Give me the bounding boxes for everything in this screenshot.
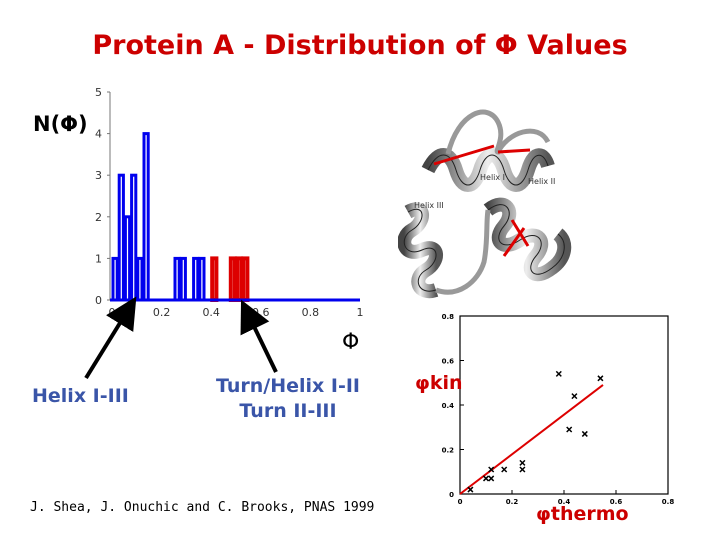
histogram-y-tick-label: 3 (95, 169, 102, 182)
histogram-x-tick-label: 0.4 (202, 306, 220, 319)
scatter-point-stroke (488, 475, 495, 482)
citation: J. Shea, J. Onuchic and C. Brooks, PNAS … (30, 500, 375, 515)
helix-2-label: Helix II (528, 177, 555, 186)
scatter-point (555, 370, 562, 377)
scatter-point (488, 466, 495, 473)
scatter-point-stroke (566, 426, 573, 433)
scatter-point (467, 486, 474, 493)
scatter-y-tick-label: 0.4 (442, 402, 455, 410)
scatter-fit-line (459, 384, 604, 495)
scatter-y-tick-label: 0.2 (442, 447, 455, 455)
protein-structure-image: Helix I Helix II Helix III (398, 109, 572, 299)
scatter-point-stroke (467, 486, 474, 493)
scatter-x-axis-label: φthermo (536, 503, 629, 525)
helix-1-3-label: Helix I-III (32, 385, 129, 407)
turn-helix-label-line2: Turn II-III (239, 400, 337, 422)
contact-line (433, 144, 495, 166)
scatter-point (566, 426, 573, 433)
arrow-left (84, 296, 137, 380)
arrow-right (240, 299, 278, 373)
histogram-y-tick-label: 5 (95, 86, 102, 99)
scatter-point (519, 466, 526, 473)
bottom-loop (435, 209, 491, 295)
slide-title: Protein A - Distribution of Φ Values (92, 30, 628, 61)
scatter-x-tick-label: 0.2 (506, 498, 519, 506)
helix-3-label: Helix III (414, 201, 444, 210)
scatter-x-tick-label: 0.8 (662, 498, 675, 506)
scatter-point (581, 430, 588, 437)
histogram-y-tick-label: 1 (95, 252, 102, 265)
scatter-y-tick-label: 0.8 (442, 313, 455, 321)
scatter-point-stroke (519, 466, 526, 473)
scatter-point-stroke (571, 393, 578, 400)
histogram-y-tick-label: 0 (95, 294, 102, 307)
scatter-y-axis-label: φkin (415, 372, 463, 394)
histogram-y-axis-label: N(Φ) (33, 112, 88, 136)
scatter-point (488, 475, 495, 482)
contact-line (510, 219, 530, 247)
helix-1-ribbon (421, 148, 555, 192)
scatter-point-stroke (488, 466, 495, 473)
scatter-point-stroke (555, 370, 562, 377)
histogram-y-tick-label: 4 (95, 128, 102, 141)
helix-1-label: Helix I (480, 173, 505, 182)
scatter-point (571, 393, 578, 400)
contact-line (497, 148, 531, 154)
scatter-point-stroke (581, 430, 588, 437)
turn-helix-label-line1: Turn/Helix I-II (215, 375, 360, 397)
scatter-x-tick-label: 0 (458, 498, 463, 506)
scatter-x-tick-label: 0.4 (558, 498, 571, 506)
scatter-point-stroke (482, 475, 490, 482)
histogram-x-tick-label: 0.2 (153, 306, 171, 319)
scatter-y-tick-label: 0.6 (442, 358, 455, 366)
scatter-point-stroke (597, 375, 604, 382)
scatter-point (482, 475, 490, 482)
scatter-point (501, 466, 508, 473)
histogram-x-tick-label: 1 (357, 306, 364, 319)
histogram-x-axis-label: Φ (342, 330, 360, 355)
turn-helix-label: Turn/Helix I-II Turn II-III (188, 374, 388, 424)
helix-3-ribbon (398, 202, 443, 299)
scatter-y-tick-label: 0 (449, 491, 454, 499)
scatter-point (519, 459, 526, 466)
scatter-frame (459, 315, 669, 495)
scatter-point (597, 375, 604, 382)
top-loop (445, 109, 551, 155)
scatter-x-tick-label: 0.6 (610, 498, 623, 506)
scatter-point-stroke (501, 466, 508, 473)
scatter-point-stroke (519, 459, 526, 466)
histogram-x-tick-label: 0.8 (302, 306, 320, 319)
histogram-y-tick-label: 2 (95, 211, 102, 224)
helix-2-ribbon (483, 197, 572, 282)
